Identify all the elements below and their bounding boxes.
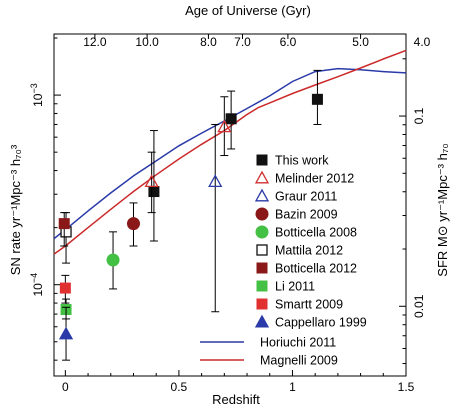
y-left-tick-text: 10−3 xyxy=(29,83,45,107)
legend-label: Botticella 2012 xyxy=(275,262,357,276)
legend-marker xyxy=(256,154,268,166)
series-smartt-2009 xyxy=(59,274,71,304)
top-axis-tick-label: 6.0 xyxy=(280,35,297,49)
legend-label: Mattila 2012 xyxy=(275,244,343,258)
y-axis-left-title: SN rate yr⁻¹Mpc⁻³ h₇₀³ xyxy=(8,144,23,275)
legend-item-mattila-2012: Mattila 2012 xyxy=(256,244,343,258)
legend-marker xyxy=(254,188,270,202)
legend-item-smartt-2009: Smartt 2009 xyxy=(256,298,343,312)
legend: This work Melinder 2012 Graur 2011 Bazin 20… xyxy=(200,154,367,368)
y-right-tick-label: 0.1 xyxy=(412,107,426,124)
data-point xyxy=(58,218,70,230)
y-left-tick-text: 10−4 xyxy=(29,273,45,297)
legend-label: Bazin 2009 xyxy=(275,208,338,222)
plot-frame xyxy=(53,33,407,377)
legend-marker xyxy=(256,262,268,274)
legend-marker xyxy=(255,225,269,239)
top-axis-tick-label: 8.0 xyxy=(200,35,217,49)
data-point xyxy=(217,119,232,133)
legend-label: Graur 2011 xyxy=(275,190,337,204)
legend-label: Magnelli 2009 xyxy=(260,354,338,368)
legend-item-horiuchi-2011: Horiuchi 2011 xyxy=(200,336,336,350)
legend-item-this-work: This work xyxy=(256,154,329,168)
x-tick-label: 1 xyxy=(289,380,296,394)
data-point xyxy=(58,326,74,340)
data-point xyxy=(126,217,140,231)
data-point xyxy=(225,113,237,125)
y-axis-right-title: SFR M⊙ yr⁻¹Mpc⁻³ h₇₀ xyxy=(435,143,450,276)
series-botticella-2012 xyxy=(58,212,70,247)
series-cappellaro-1999 xyxy=(58,306,74,361)
legend-label: Li 2011 xyxy=(275,280,315,294)
error-bar xyxy=(147,151,156,214)
legend-item-melinder-2012: Melinder 2012 xyxy=(254,170,354,186)
legend-label: Horiuchi 2011 xyxy=(260,336,336,350)
x-axis-title: Redshift xyxy=(212,392,260,407)
data-point xyxy=(311,93,323,105)
top-axis-title: Age of Universe (Gyr) xyxy=(185,3,311,18)
data-points xyxy=(58,69,323,361)
curve-magnelli-2009 xyxy=(53,49,407,255)
legend-item-botticella-2012: Botticella 2012 xyxy=(256,262,357,276)
legend-item-li-2011: Li 2011 xyxy=(256,280,315,294)
top-axis-tick-label: 4.0 xyxy=(414,35,431,49)
legend-item-graur-2011: Graur 2011 xyxy=(254,188,337,204)
legend-marker xyxy=(256,280,268,292)
axes-layer: 0 0.5 1 1.5 10−4 10−3 0.01 0.1 xyxy=(29,33,426,394)
series-botticella-2008 xyxy=(106,231,120,290)
legend-marker xyxy=(256,298,268,310)
legend-label: Botticella 2008 xyxy=(275,226,357,240)
y-left-tick-label: 10−3 xyxy=(29,83,45,107)
x-tick-label: 0 xyxy=(62,380,69,394)
data-point xyxy=(208,174,223,187)
legend-item-bazin-2009: Bazin 2009 xyxy=(255,207,338,222)
legend-marker xyxy=(256,244,268,256)
top-axis-tick-label: 12.0 xyxy=(83,35,107,49)
top-axis-ticks: 12.0 10.0 8.0 7.0 6.0 5.0 4.0 xyxy=(83,34,431,49)
y-right-tick-label: 0.01 xyxy=(412,294,426,318)
legend-item-cappellaro-1999: Cappellaro 1999 xyxy=(254,314,367,330)
series-melinder-2012 xyxy=(144,96,232,214)
series-bazin-2009 xyxy=(126,202,140,247)
y-left-tick-label: 10−4 xyxy=(29,273,45,297)
top-axis-tick-label: 7.0 xyxy=(234,35,251,49)
legend-marker xyxy=(254,170,270,184)
series-graur-2011 xyxy=(208,123,223,313)
top-axis-tick-label: 10.0 xyxy=(135,35,159,49)
legend-label: Melinder 2012 xyxy=(275,172,354,186)
error-bar xyxy=(220,96,229,157)
x-tick-label: 1.5 xyxy=(398,380,415,394)
legend-marker xyxy=(255,207,269,221)
legend-item-magnelli-2009: Magnelli 2009 xyxy=(200,354,338,368)
data-point xyxy=(59,282,71,294)
error-bar xyxy=(211,123,220,313)
legend-label: This work xyxy=(275,154,329,168)
data-point xyxy=(144,174,159,187)
top-axis-tick-label: 5.0 xyxy=(352,35,369,49)
legend-label: Cappellaro 1999 xyxy=(275,316,367,330)
legend-marker xyxy=(254,314,270,328)
legend-item-botticella-2008: Botticella 2008 xyxy=(255,225,357,240)
data-point xyxy=(106,253,120,267)
model-curves xyxy=(53,49,407,255)
data-point xyxy=(148,186,160,198)
x-tick-label: 0.5 xyxy=(171,380,188,394)
legend-label: Smartt 2009 xyxy=(275,298,343,312)
series-this-work xyxy=(148,69,323,242)
